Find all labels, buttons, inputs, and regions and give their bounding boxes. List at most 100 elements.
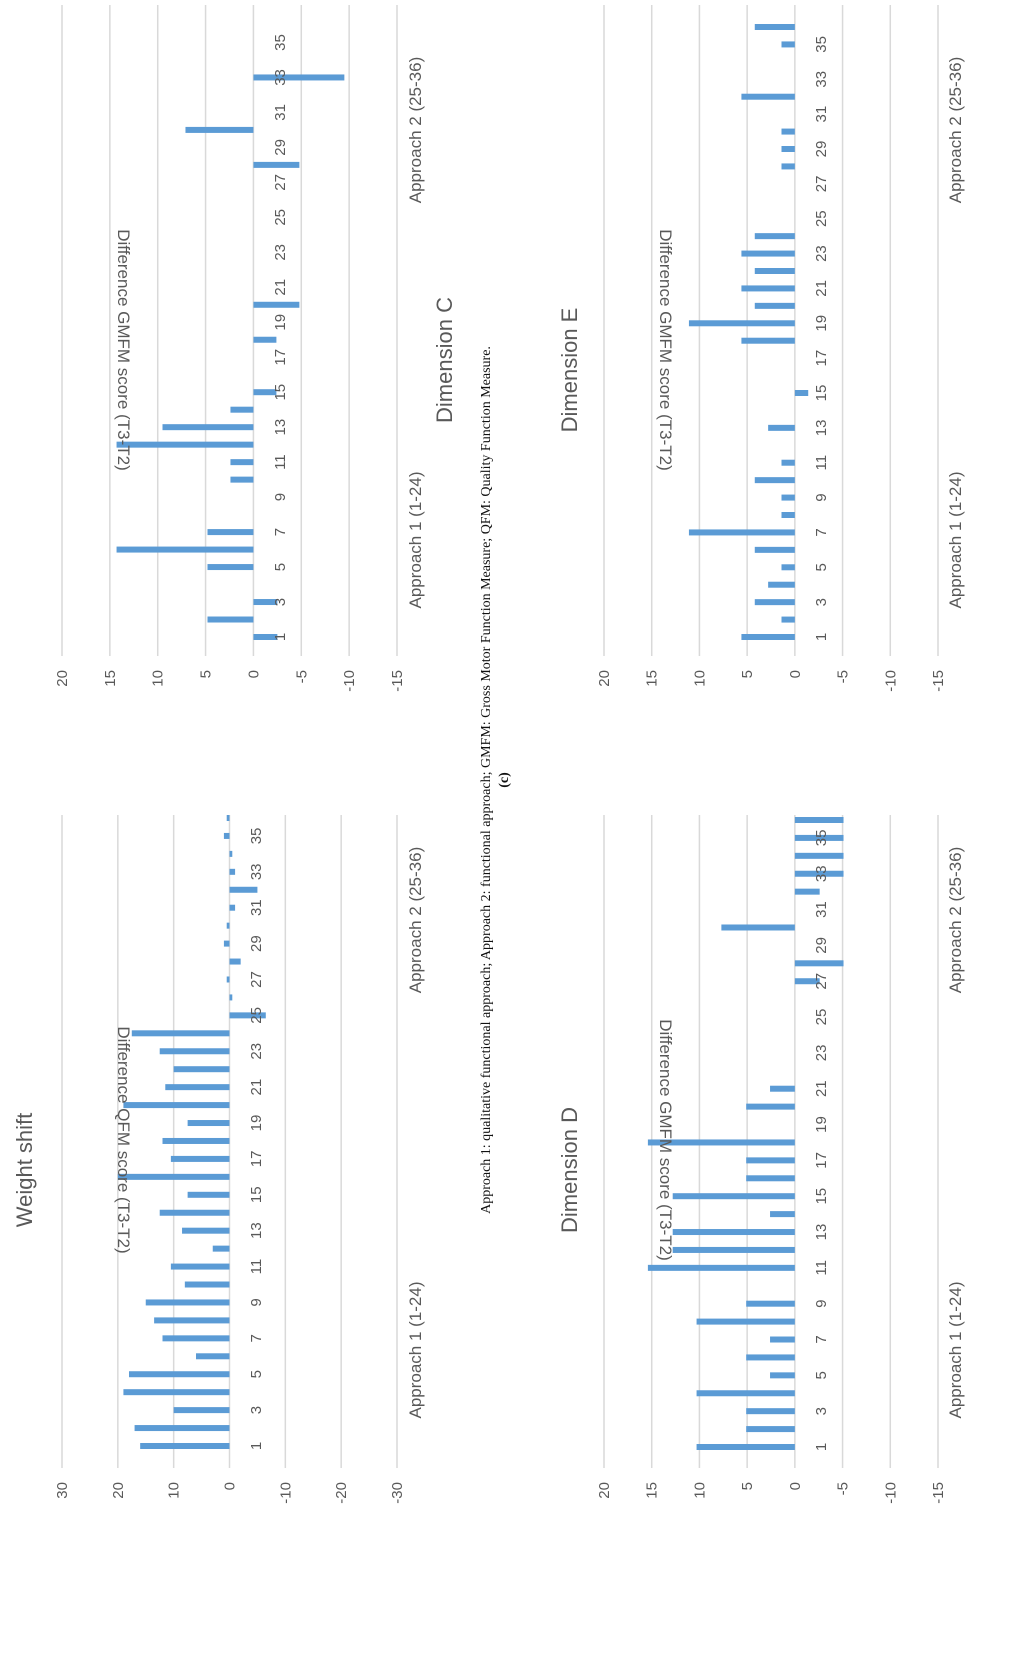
weight-shift-bar bbox=[229, 994, 233, 1001]
dimension-d-group-label-group: Approach 2 (25-36) bbox=[946, 847, 965, 993]
dimension-d-bar bbox=[746, 1426, 795, 1433]
weight-shift-bar bbox=[226, 976, 230, 983]
dimension-d-xtick-label: 11 bbox=[813, 1260, 830, 1276]
dimension-e-xtick-group: 5 bbox=[813, 563, 830, 571]
dimension-d-bar bbox=[746, 1300, 795, 1307]
dimension-c-xtick-group: 13 bbox=[272, 419, 289, 436]
weight-shift-xtick-group: 23 bbox=[248, 1043, 265, 1060]
dimension-e-ytick-group: -5 bbox=[835, 670, 852, 683]
dimension-d-bar bbox=[794, 870, 844, 877]
weight-shift-ytick-group: 20 bbox=[110, 1482, 127, 1499]
weight-shift-ylabel-group: Difference QFM score (T3-T2) bbox=[114, 1026, 133, 1253]
dimension-c-ytick-label: 10 bbox=[150, 670, 167, 687]
dimension-d-bar bbox=[794, 852, 844, 859]
dimension-d-xtick-group: 1 bbox=[813, 1443, 830, 1451]
dimension-d-xtick-label: 15 bbox=[813, 1188, 830, 1205]
dimension-c-xtick-label: 27 bbox=[272, 174, 289, 191]
weight-shift-bar bbox=[229, 904, 236, 911]
dimension-e-ytick-group: 5 bbox=[739, 670, 756, 678]
dimension-d-ytick-label: 5 bbox=[739, 1482, 756, 1490]
weight-shift-xtick-group: 27 bbox=[248, 971, 265, 988]
dimension-d-bar bbox=[794, 960, 844, 967]
dimension-e-chart: 20 15 10 5 0 -5 -10 -15135791113151719212325272… bbox=[557, 5, 965, 692]
dimension-e-bar bbox=[754, 268, 795, 274]
dimension-c-xtick-group: 35 bbox=[272, 34, 289, 51]
weight-shift-xtick-group: 3 bbox=[248, 1406, 265, 1414]
dimension-e-ytick-label: -15 bbox=[930, 670, 947, 692]
dimension-e-xtick-label: 27 bbox=[813, 176, 830, 193]
dimension-e-bar bbox=[781, 41, 795, 48]
dimension-c-ytick-group: 0 bbox=[245, 670, 262, 678]
dimension-d-bar bbox=[794, 888, 820, 895]
dimension-d-xtick-label: 21 bbox=[813, 1080, 830, 1097]
dimension-d-ytick-group: -5 bbox=[835, 1482, 852, 1495]
dimension-d-ytick-label: -10 bbox=[882, 1482, 899, 1504]
weight-shift-bar bbox=[229, 850, 233, 857]
dimension-c-xtick-group: 3 bbox=[272, 598, 289, 606]
dimension-d-ytick-group: 0 bbox=[787, 1482, 804, 1490]
dimension-e-ytick-label: -5 bbox=[835, 670, 852, 683]
weight-shift-bar bbox=[154, 1317, 230, 1324]
dimension-c-ytick-group: -15 bbox=[389, 670, 406, 692]
dimension-e-bar bbox=[781, 494, 795, 501]
weight-shift-bar bbox=[173, 1066, 230, 1073]
weight-shift-bar bbox=[226, 815, 230, 821]
weight-shift-xtick-group: 13 bbox=[248, 1222, 265, 1239]
dimension-c-bar bbox=[253, 336, 277, 343]
dimension-e-bar bbox=[754, 477, 795, 484]
dimension-d-ytick-label: -15 bbox=[930, 1482, 947, 1504]
weight-shift-ytick-group: 10 bbox=[166, 1482, 183, 1499]
dimension-e-xtick-group: 29 bbox=[813, 141, 830, 158]
dimension-d-xtick-group: 15 bbox=[813, 1188, 830, 1205]
dimension-e-ytick-label: 10 bbox=[691, 670, 708, 687]
dimension-c-ytick-label: 15 bbox=[102, 670, 119, 687]
dimension-e-xtick-label: 21 bbox=[813, 280, 830, 297]
dimension-d-bar bbox=[647, 1139, 795, 1146]
weight-shift-ytick-label: -30 bbox=[389, 1482, 406, 1504]
dimension-c-xtick-label: 13 bbox=[272, 419, 289, 436]
dimension-e-bar bbox=[688, 529, 795, 536]
dimension-d-bar bbox=[696, 1318, 795, 1325]
dimension-e-bar bbox=[688, 320, 795, 327]
dimension-e-xtick-group: 21 bbox=[813, 280, 830, 297]
dimension-d-xtick-group: 33 bbox=[813, 865, 830, 882]
weight-shift-ytick-group: -10 bbox=[277, 1482, 294, 1504]
dimension-c-xtick-label: 31 bbox=[272, 104, 289, 121]
dimension-e-xtick-label: 15 bbox=[813, 385, 830, 402]
dimension-c-xtick-label: 3 bbox=[272, 598, 289, 606]
weight-shift-ylabel: Difference QFM score (T3-T2) bbox=[114, 1026, 133, 1253]
dimension-e-xtick-group: 35 bbox=[813, 36, 830, 53]
dimension-d-bar bbox=[672, 1193, 795, 1200]
dimension-e-bar bbox=[781, 616, 795, 623]
weight-shift-xtick-group: 35 bbox=[248, 828, 265, 845]
dimension-c-xtick-group: 1 bbox=[272, 633, 289, 641]
weight-shift-bar bbox=[145, 1299, 230, 1306]
dimension-e-xtick-label: 25 bbox=[813, 210, 830, 227]
weight-shift-bar bbox=[229, 868, 236, 875]
dimension-d-xtick-group: 23 bbox=[813, 1045, 830, 1062]
dimension-d-xtick-group: 17 bbox=[813, 1152, 830, 1169]
weight-shift-group-label-group: Approach 1 (1-24) bbox=[406, 1281, 425, 1418]
dimension-e-bar bbox=[768, 424, 795, 431]
dimension-e-xtick-group: 25 bbox=[813, 210, 830, 227]
weight-shift-bar bbox=[129, 1371, 230, 1378]
dimension-e-bar bbox=[781, 459, 795, 466]
dimension-c-group-label: Approach 1 (1-24) bbox=[406, 471, 425, 608]
dimension-c-group-label-group: Approach 1 (1-24) bbox=[406, 471, 425, 608]
weight-shift-xtick-label: 1 bbox=[248, 1442, 265, 1450]
dimension-e-xtick-label: 33 bbox=[813, 71, 830, 88]
dimension-c-xtick-label: 21 bbox=[272, 279, 289, 296]
weight-shift-xtick-group: 15 bbox=[248, 1186, 265, 1203]
dimension-c-ytick-group: 15 bbox=[102, 670, 119, 687]
dimension-e-xtick-group: 3 bbox=[813, 598, 830, 606]
weight-shift-ytick-group: -30 bbox=[389, 1482, 406, 1504]
weight-shift-xtick-label: 19 bbox=[248, 1115, 265, 1132]
dimension-c-bar bbox=[207, 564, 254, 571]
dimension-d-xtick-label: 27 bbox=[813, 973, 830, 990]
dimension-e-xtick-group: 27 bbox=[813, 176, 830, 193]
weight-shift-ytick-label: 30 bbox=[54, 1482, 71, 1499]
weight-shift-xtick-label: 25 bbox=[248, 1007, 265, 1024]
dimension-e-xtick-label: 7 bbox=[813, 528, 830, 536]
dimension-c-bar bbox=[230, 476, 254, 483]
dimension-c-ytick-group: 20 bbox=[54, 670, 71, 687]
